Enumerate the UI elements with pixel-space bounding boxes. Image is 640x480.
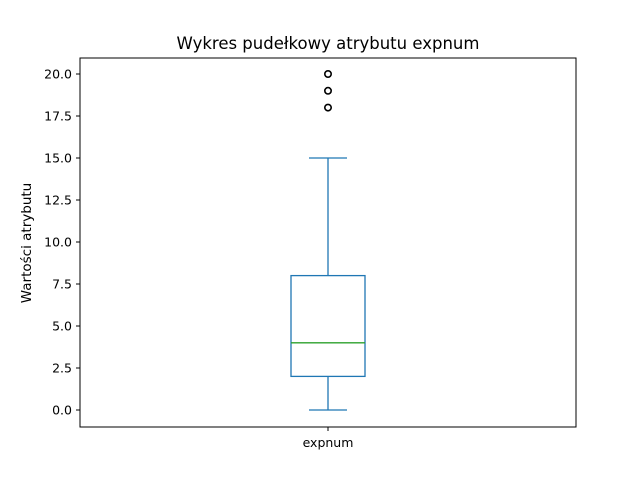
y-tick-label: 12.5 xyxy=(44,193,72,208)
outlier-point xyxy=(323,86,332,95)
y-tick-label: 20.0 xyxy=(44,67,72,82)
box-body xyxy=(290,274,366,378)
y-tick-label: 10.0 xyxy=(44,235,72,250)
y-tick-label: 0.0 xyxy=(52,403,72,418)
x-tick-label: expnum xyxy=(303,435,354,450)
y-tick-label: 17.5 xyxy=(44,109,72,124)
outlier-point xyxy=(323,103,332,112)
outlier-point xyxy=(323,70,332,79)
y-axis-label: Wartości atrybutu xyxy=(19,183,35,303)
chart-title: Wykres pudełkowy atrybutu expnum xyxy=(177,34,480,53)
y-tick-label: 5.0 xyxy=(52,319,72,334)
plot-area xyxy=(290,70,366,411)
y-tick-label: 15.0 xyxy=(44,151,72,166)
y-tick-label: 2.5 xyxy=(52,361,72,376)
y-tick-label: 7.5 xyxy=(52,277,72,292)
